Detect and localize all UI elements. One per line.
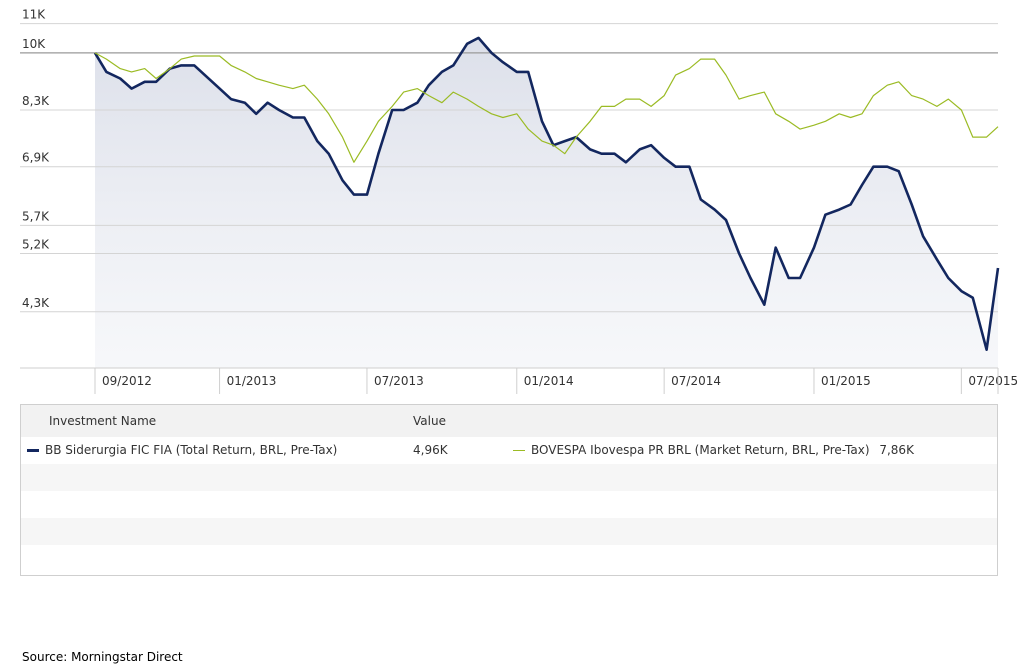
x-tick-label: 07/2014 <box>671 374 721 388</box>
legend-header-name: Investment Name <box>49 414 157 428</box>
x-tick-label: 07/2015 <box>968 374 1018 388</box>
legend-header-value: Value <box>413 414 446 428</box>
legend-empty-row <box>21 491 997 518</box>
legend-swatch-fund <box>27 449 39 452</box>
legend-empty-row <box>21 518 997 545</box>
x-tick-label: 09/2012 <box>102 374 152 388</box>
legend-table: Investment Name Value BB Siderurgia FIC … <box>20 404 998 576</box>
x-tick-label: 01/2014 <box>524 374 574 388</box>
y-tick-label: 4,3K <box>22 296 50 310</box>
x-tick-label: 01/2015 <box>821 374 871 388</box>
legend-entry-index: BOVESPA Ibovespa PR BRL (Market Return, … <box>513 443 914 457</box>
x-tick-label: 01/2013 <box>227 374 277 388</box>
legend-entry-fund-name: BB Siderurgia FIC FIA (Total Return, BRL… <box>45 443 338 457</box>
line-chart: 11K 10K 8,3K 6,9K 5,7K 5,2K 4,3K 09/2012 01/2013… <box>20 8 1018 394</box>
legend-header: Investment Name Value <box>21 405 997 437</box>
x-tick-label: 07/2013 <box>374 374 424 388</box>
legend-empty-row <box>21 464 997 491</box>
y-tick-label: 5,2K <box>22 237 50 251</box>
legend-row: BB Siderurgia FIC FIA (Total Return, BRL… <box>21 437 997 464</box>
legend-entry-index-name: BOVESPA Ibovespa PR BRL (Market Return, … <box>531 443 870 457</box>
y-tick-label: 10K <box>22 37 46 51</box>
y-tick-label: 11K <box>22 8 46 22</box>
y-tick-label: 6,9K <box>22 151 50 165</box>
source-note: Source: Morningstar Direct <box>22 650 183 664</box>
legend-entry-index-value: 7,86K <box>879 443 914 457</box>
series-area-1 <box>95 37 998 369</box>
series-line-2 <box>94 52 999 163</box>
legend-entry-fund: BB Siderurgia FIC FIA (Total Return, BRL… <box>27 443 337 457</box>
y-tick-label: 8,3K <box>22 94 50 108</box>
legend-entry-fund-value: 4,96K <box>413 443 448 457</box>
y-tick-label: 5,7K <box>22 209 50 223</box>
legend-swatch-index <box>513 450 525 451</box>
